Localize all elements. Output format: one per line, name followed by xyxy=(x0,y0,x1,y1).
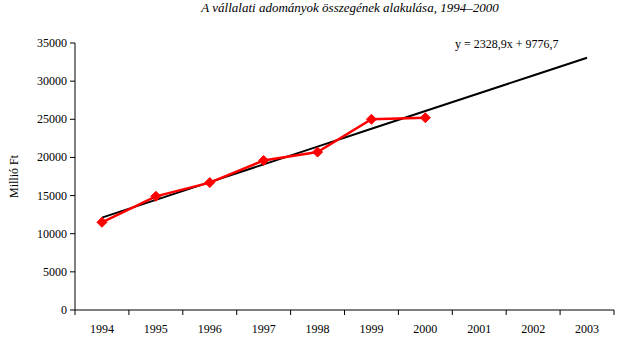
y-tick-label: 35000 xyxy=(37,36,67,50)
x-tick xyxy=(290,310,291,315)
y-tick-label: 15000 xyxy=(37,189,67,203)
data-point xyxy=(97,217,107,227)
data-point xyxy=(259,155,269,165)
x-tick-label: 1998 xyxy=(306,322,330,336)
x-tick xyxy=(344,310,345,315)
data-point xyxy=(313,147,323,157)
x-tick-label: 2000 xyxy=(413,322,437,336)
x-tick xyxy=(236,310,237,315)
x-tick xyxy=(128,310,129,315)
chart-svg: A vállalati adományok összegének alakulá… xyxy=(0,0,619,346)
chart-title: A vállalati adományok összegének alakulá… xyxy=(200,0,499,15)
x-tick-label: 1997 xyxy=(252,322,276,336)
y-tick xyxy=(70,195,75,196)
x-tick xyxy=(182,310,183,315)
x-tick xyxy=(452,310,453,315)
x-tick xyxy=(506,310,507,315)
y-tick xyxy=(70,233,75,234)
y-tick-label: 5000 xyxy=(43,265,67,279)
y-tick xyxy=(70,157,75,158)
y-tick xyxy=(70,119,75,120)
series-line xyxy=(102,118,425,223)
y-axis-line xyxy=(75,43,76,310)
x-tick-label: 2002 xyxy=(521,322,545,336)
data-point xyxy=(151,191,161,201)
plot-area xyxy=(97,58,587,228)
y-tick xyxy=(70,43,75,44)
y-tick-label: 25000 xyxy=(37,112,67,126)
y-tick-label: 20000 xyxy=(37,150,67,164)
x-tick xyxy=(614,310,615,315)
x-tick-label: 1996 xyxy=(198,322,222,336)
chart-container: A vállalati adományok összegének alakulá… xyxy=(0,0,619,346)
trend-equation: y = 2328,9x + 9776,7 xyxy=(455,37,559,51)
x-tick-label: 2003 xyxy=(575,322,599,336)
data-point xyxy=(205,178,215,188)
y-tick-label: 30000 xyxy=(37,74,67,88)
x-tick-label: 1999 xyxy=(359,322,383,336)
x-tick xyxy=(75,310,76,315)
y-tick xyxy=(70,271,75,272)
data-point xyxy=(366,114,376,124)
y-tick xyxy=(70,310,75,311)
y-axis-label: Millió Ft xyxy=(7,154,21,198)
x-tick xyxy=(398,310,399,315)
x-tick-label: 2001 xyxy=(467,322,491,336)
x-tick-label: 1994 xyxy=(90,322,114,336)
y-tick xyxy=(70,81,75,82)
y-tick-label: 0 xyxy=(61,303,67,317)
y-tick-label: 10000 xyxy=(37,227,67,241)
x-tick-label: 1995 xyxy=(144,322,168,336)
series-line xyxy=(102,58,587,218)
x-tick xyxy=(560,310,561,315)
data-point xyxy=(420,113,430,123)
